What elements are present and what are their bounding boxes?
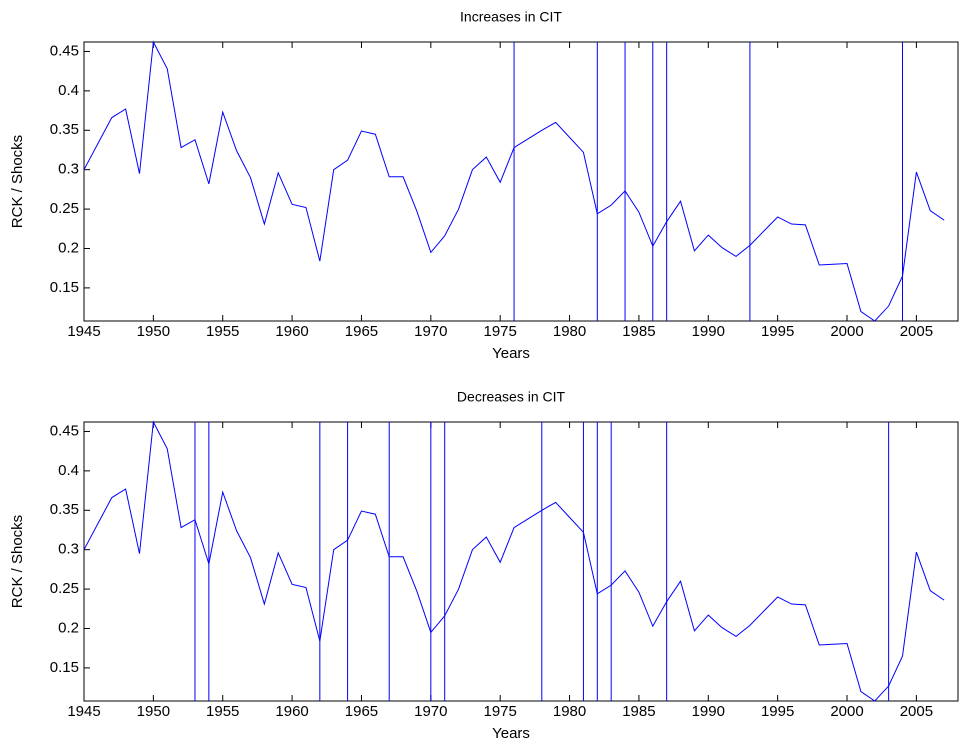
x-tick-label: 1970 (414, 703, 447, 720)
y-tick-label: 0.35 (50, 121, 79, 138)
plot-frame (83, 421, 959, 702)
x-tick-label: 1950 (137, 323, 170, 340)
y-axis-label: RCK / Shocks (9, 135, 26, 228)
y-tick-label: 0.15 (50, 659, 79, 676)
y-tick-label: 0.4 (58, 82, 79, 99)
plot-frame (83, 41, 959, 322)
y-tick-label: 0.3 (58, 161, 79, 178)
data-line (83, 40, 945, 322)
data-line (83, 420, 945, 702)
y-axis-label: RCK / Shocks (9, 515, 26, 608)
x-tick-label: 1995 (761, 703, 794, 720)
x-axis-label: Years (492, 725, 530, 742)
x-tick-label: 1945 (67, 323, 100, 340)
y-tick-label: 0.2 (58, 239, 79, 256)
x-tick-label: 1965 (345, 323, 378, 340)
x-tick-label: 1955 (206, 323, 239, 340)
x-tick-label: 1950 (137, 703, 170, 720)
x-tick-label: 1990 (692, 703, 725, 720)
x-tick-label: 2005 (900, 703, 933, 720)
x-tick-label: 1945 (67, 703, 100, 720)
x-tick-label: 1975 (484, 703, 517, 720)
y-tick-label: 0.45 (50, 42, 79, 59)
chart-title: Increases in CIT (460, 9, 562, 25)
x-tick-label: 1960 (275, 323, 308, 340)
y-tick-label: 0.25 (50, 200, 79, 217)
x-axis-label: Years (492, 345, 530, 362)
x-tick-label: 1995 (761, 323, 794, 340)
x-tick-label: 1990 (692, 323, 725, 340)
x-tick-label: 2000 (830, 703, 863, 720)
x-tick-label: 1985 (622, 703, 655, 720)
x-tick-label: 1980 (553, 323, 586, 340)
y-tick-label: 0.3 (58, 541, 79, 558)
x-tick-label: 1970 (414, 323, 447, 340)
x-tick-label: 2005 (900, 323, 933, 340)
x-tick-label: 2000 (830, 323, 863, 340)
y-tick-label: 0.2 (58, 619, 79, 636)
y-tick-label: 0.4 (58, 462, 79, 479)
x-tick-label: 1960 (275, 703, 308, 720)
y-tick-label: 0.35 (50, 501, 79, 518)
x-tick-label: 1980 (553, 703, 586, 720)
y-tick-label: 0.25 (50, 580, 79, 597)
x-tick-label: 1955 (206, 703, 239, 720)
y-tick-label: 0.15 (50, 279, 79, 296)
x-tick-label: 1965 (345, 703, 378, 720)
y-tick-label: 0.45 (50, 422, 79, 439)
chart-title: Decreases in CIT (457, 389, 566, 405)
x-tick-label: 1985 (622, 323, 655, 340)
x-tick-label: 1975 (484, 323, 517, 340)
